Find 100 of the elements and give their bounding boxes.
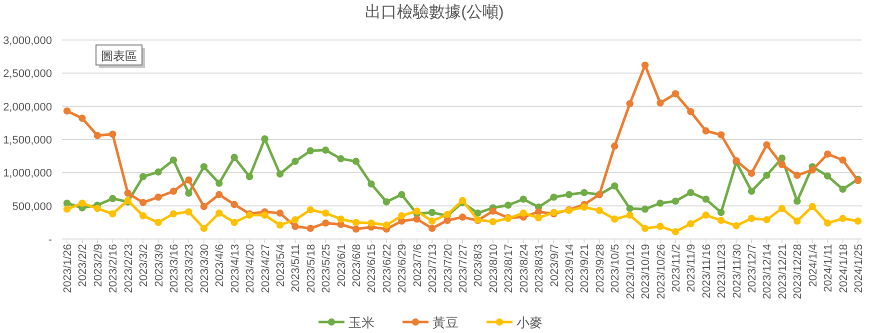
point bbox=[794, 172, 801, 179]
point bbox=[78, 114, 86, 122]
point bbox=[154, 218, 162, 226]
point bbox=[63, 107, 71, 115]
point bbox=[824, 172, 832, 180]
x-tick-label: 2023/11/23 bbox=[716, 244, 728, 298]
point bbox=[139, 198, 147, 206]
x-tick-label: 2023/9/14 bbox=[564, 244, 576, 293]
point bbox=[306, 206, 314, 214]
point bbox=[672, 198, 680, 205]
x-tick-label: 2023/5/25 bbox=[320, 244, 333, 293]
point bbox=[200, 163, 208, 170]
point bbox=[839, 156, 846, 164]
point bbox=[292, 222, 299, 230]
point bbox=[63, 206, 71, 213]
point bbox=[185, 176, 192, 184]
point bbox=[368, 180, 375, 188]
x-tick-label: 2023/9/28 bbox=[594, 244, 606, 293]
point bbox=[216, 210, 223, 217]
point bbox=[489, 208, 497, 215]
x-tick-label: 2024/1/18 bbox=[838, 244, 850, 293]
point bbox=[185, 208, 192, 216]
point bbox=[794, 198, 801, 205]
x-tick-label: 2023/10/12 bbox=[624, 244, 637, 300]
y-tick-label: 1,500,000 bbox=[3, 134, 52, 146]
x-tick-label: 2023/1/26 bbox=[62, 244, 74, 293]
point bbox=[748, 170, 756, 177]
point bbox=[687, 220, 694, 228]
x-tick-label: 2023/10/19 bbox=[640, 244, 652, 300]
point bbox=[641, 62, 649, 69]
point bbox=[322, 210, 330, 217]
point bbox=[292, 158, 299, 165]
point bbox=[778, 204, 786, 212]
point bbox=[352, 158, 360, 165]
x-tick-label: 2023/7/20 bbox=[442, 244, 454, 293]
point bbox=[109, 194, 116, 202]
x-tick-label: 2023/7/13 bbox=[427, 244, 440, 293]
x-tick-label: 2023/8/3 bbox=[472, 244, 485, 287]
x-tick-label: 2023/6/29 bbox=[396, 244, 409, 293]
point bbox=[382, 198, 390, 206]
x-tick-label: 2023/6/22 bbox=[381, 244, 394, 293]
point bbox=[94, 132, 102, 140]
point bbox=[580, 204, 588, 211]
point bbox=[520, 196, 527, 203]
point bbox=[854, 217, 862, 225]
x-tick-label: 2023/9/21 bbox=[579, 244, 592, 293]
x-tick-label: 2023/11/16 bbox=[700, 244, 713, 298]
point bbox=[428, 208, 436, 216]
y-tick-label: 1,000,000 bbox=[3, 168, 52, 180]
point bbox=[565, 190, 573, 198]
point bbox=[230, 218, 238, 226]
annotation: 圖表區 bbox=[101, 49, 137, 63]
point bbox=[702, 196, 710, 203]
x-tick-label: 2023/6/15 bbox=[366, 244, 378, 293]
x-tick-label: 2023/2/9 bbox=[92, 244, 104, 287]
point bbox=[732, 222, 740, 230]
point bbox=[763, 141, 770, 148]
point bbox=[276, 221, 284, 229]
point bbox=[824, 219, 832, 227]
point bbox=[641, 206, 649, 213]
x-tick-label: 2023/6/1 bbox=[336, 244, 348, 287]
point bbox=[520, 210, 527, 217]
point bbox=[763, 172, 770, 179]
x-tick-label: 2023/5/18 bbox=[305, 244, 318, 293]
point bbox=[428, 224, 436, 232]
point bbox=[808, 202, 816, 210]
point bbox=[337, 155, 344, 162]
point bbox=[626, 212, 634, 219]
point bbox=[413, 216, 420, 223]
point bbox=[382, 221, 390, 229]
x-tick-label: 2023/5/11 bbox=[290, 244, 302, 292]
point bbox=[322, 146, 330, 154]
x-tick-label: 2023/4/6 bbox=[214, 244, 226, 287]
point bbox=[216, 180, 223, 187]
x-tick-label: 2023/8/17 bbox=[503, 244, 516, 293]
annotation: 圖表區 bbox=[96, 44, 145, 68]
x-tick-label: 2023/3/30 bbox=[198, 244, 211, 293]
x-tick-label: 2023/3/9 bbox=[153, 244, 166, 287]
point bbox=[748, 188, 756, 195]
y-tick-label: 2,000,000 bbox=[3, 101, 52, 114]
y-tick-label: 3,000,000 bbox=[3, 35, 52, 47]
point bbox=[626, 100, 634, 108]
point bbox=[292, 216, 299, 224]
point bbox=[656, 222, 664, 230]
x-tick-label: 2023/7/6 bbox=[412, 244, 424, 287]
point bbox=[687, 188, 694, 196]
x-tick-label: 2023/8/24 bbox=[518, 244, 530, 293]
point bbox=[717, 131, 725, 138]
point bbox=[763, 216, 770, 224]
point bbox=[200, 224, 208, 232]
point bbox=[170, 210, 178, 218]
point bbox=[352, 225, 360, 233]
x-tick-label: 2023/7/27 bbox=[458, 244, 470, 293]
point bbox=[794, 217, 801, 225]
x-tick-label: 2023/6/8 bbox=[351, 244, 364, 287]
point bbox=[428, 217, 436, 225]
x-tick-label: 2023/10/26 bbox=[655, 244, 668, 300]
x-tick-label: 2023/12/14 bbox=[762, 244, 774, 300]
x-tick-label: 2023/2/23 bbox=[122, 244, 135, 293]
point bbox=[534, 214, 542, 222]
